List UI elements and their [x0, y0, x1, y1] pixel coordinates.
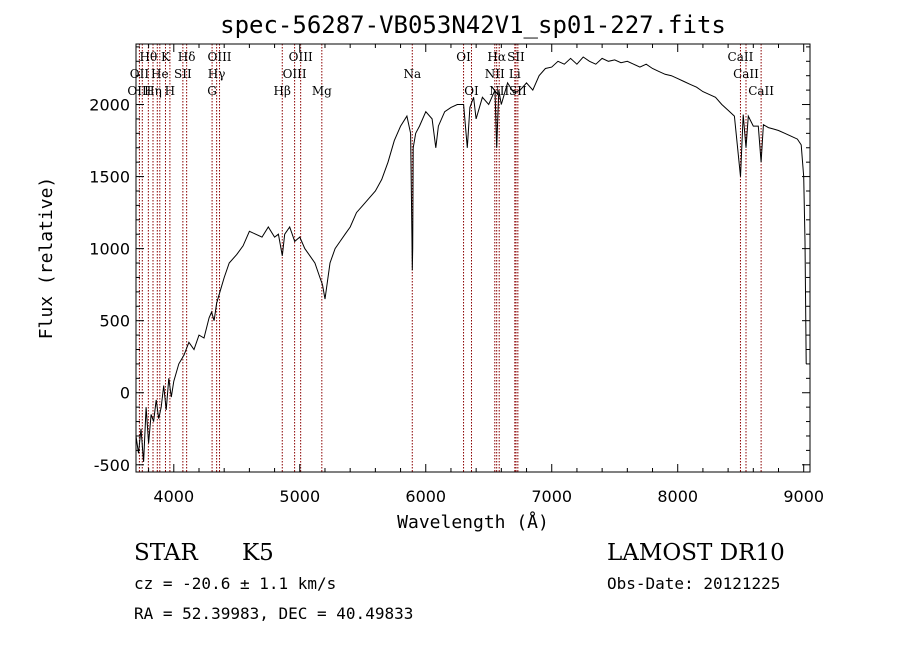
- line-label-13: OIII: [283, 67, 307, 81]
- obs-date: Obs-Date: 20121225: [607, 574, 780, 593]
- axes: 4000 5000 6000 7000 8000 9000 -500 0 500 1000 1500…: [89, 44, 824, 506]
- line-label-22: Li: [509, 67, 521, 81]
- y-tick-label-1: 0: [120, 384, 130, 403]
- line-label-3: K: [161, 50, 171, 64]
- survey-name: LAMOST DR10: [607, 540, 785, 566]
- line-label-10: Hγ: [208, 67, 226, 81]
- line-label-6: Hδ: [178, 50, 196, 64]
- subclass: K5: [242, 540, 274, 566]
- x-tick-label-1: 5000: [279, 487, 320, 506]
- line-label-12: OIII: [289, 50, 313, 64]
- x-tick-label-0: 4000: [153, 487, 194, 506]
- spectrum-series: [135, 56, 807, 462]
- y-axis-label: Flux (relative): [36, 177, 57, 340]
- y-tick-label-2: 500: [99, 312, 130, 331]
- y-tick-label-4: 1500: [89, 168, 130, 187]
- line-label-5: Hη: [144, 84, 162, 98]
- y-tick-label-3: 1000: [89, 240, 130, 259]
- redshift-text: cz = -20.6 ± 1.1 km/s: [134, 574, 336, 593]
- line-label-26: CaII: [733, 67, 759, 81]
- line-label-15: Mg: [312, 84, 332, 98]
- line-label-2: OIII: [127, 84, 151, 98]
- line-label-1: OII: [130, 67, 150, 81]
- line-label-16: Na: [403, 67, 421, 81]
- object-class: STAR: [134, 540, 198, 566]
- line-label-7: SII: [174, 67, 192, 81]
- line-label-21: NII: [485, 67, 505, 81]
- line-label-14: Hβ: [274, 84, 291, 98]
- plot-frame: [135, 43, 811, 473]
- x-tick-label-2: 6000: [405, 487, 446, 506]
- x-tick-label-3: 7000: [531, 487, 572, 506]
- line-label-4: He: [151, 67, 169, 81]
- spectral-line-labels: Hθ OII OIII K He Hη Hδ SII H OIII Hγ G OIII OIII Hβ Mg N…: [127, 50, 774, 98]
- line-label-25: CaII: [728, 50, 754, 64]
- spectrum-line-0: [135, 56, 807, 462]
- line-label-11: G: [207, 84, 217, 98]
- line-label-19: Hα: [487, 50, 506, 64]
- line-label-27: CaII: [748, 84, 774, 98]
- line-label-20: SII: [507, 50, 525, 64]
- coordinates: RA = 52.39983, DEC = 40.49833: [134, 604, 413, 623]
- line-label-8: H: [165, 84, 175, 98]
- line-label-0: Hθ: [139, 50, 157, 64]
- chart-title: spec-56287-VB053N42V1_sp01-227.fits: [220, 11, 726, 39]
- x-axis-label: Wavelength (Å): [397, 511, 549, 533]
- line-label-9: OIII: [207, 50, 231, 64]
- line-label-17: OI: [456, 50, 471, 64]
- x-tick-label-4: 8000: [657, 487, 698, 506]
- y-tick-label-0: -500: [94, 456, 130, 475]
- line-label-18: OI: [464, 84, 479, 98]
- x-tick-label-5: 9000: [783, 487, 824, 506]
- y-tick-label-5: 2000: [89, 96, 130, 115]
- spectral-line-markers: [138, 44, 762, 472]
